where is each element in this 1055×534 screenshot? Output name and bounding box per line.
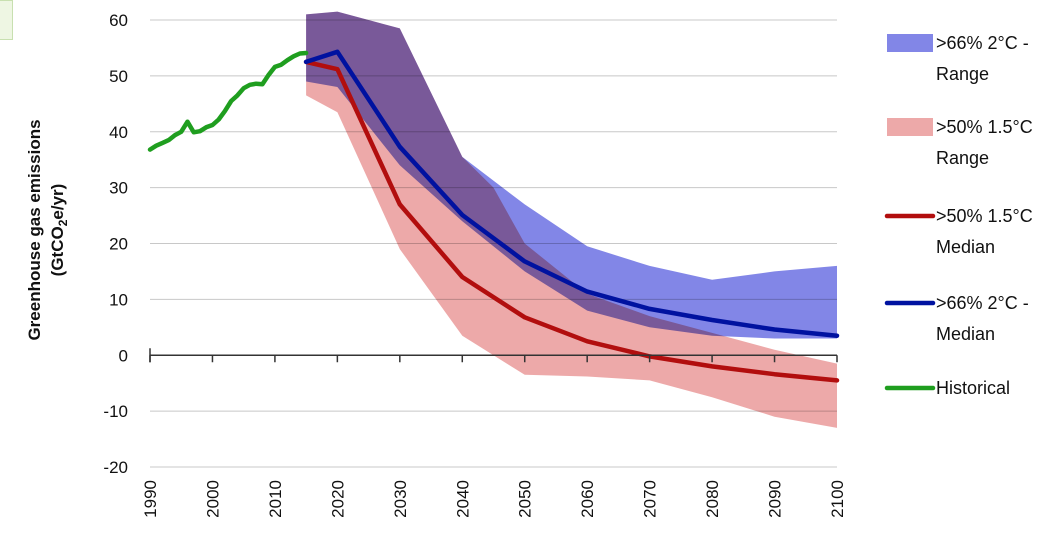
x-tick-label: 2000 (203, 480, 222, 518)
y-tick-label: 20 (109, 235, 128, 254)
legend-label-line2: Median (936, 324, 995, 344)
y-tick-label: 50 (109, 67, 128, 86)
y-tick-label: 10 (109, 290, 128, 309)
y-tick-label: 40 (109, 123, 128, 142)
x-tick-label: 2050 (516, 480, 535, 518)
legend-label-line1: >66% 2°C - (936, 293, 1029, 313)
y-tick-label: 60 (109, 11, 128, 30)
legend-label-line2: Range (936, 64, 989, 84)
y-tick-label: 30 (109, 179, 128, 198)
legend-label-line1: >50% 1.5°C (936, 117, 1033, 137)
legend-swatch-0 (887, 34, 933, 52)
x-tick-label: 2070 (641, 480, 660, 518)
legend-label-line2: Range (936, 148, 989, 168)
x-tick-label: 2060 (578, 480, 597, 518)
x-tick-labels: 1990 2000 2010 2020 2030 2040 2050 2060 2070 2080… (141, 480, 847, 518)
y-tick-labels: -20 -10 0 10 20 30 40 50 60 (103, 11, 128, 477)
y-axis-label: Greenhouse gas emissions (25, 119, 44, 340)
x-tick-label: 2100 (828, 480, 847, 518)
series-line-2 (303, 59, 840, 383)
median-lines (147, 49, 840, 383)
series-line-3 (303, 49, 840, 338)
x-tick-label: 2020 (328, 480, 347, 518)
y-axis-unit-label: (GtCO2e/yr) (48, 184, 70, 277)
x-tick-label: 2030 (391, 480, 410, 518)
legend-label-line2: Median (936, 237, 995, 257)
legend-swatch-1 (887, 118, 933, 136)
corner-panel-edge (0, 0, 13, 40)
x-tick-label: 2040 (453, 480, 472, 518)
legend-label-line1: >66% 2°C - (936, 33, 1029, 53)
band-1 (306, 11, 838, 428)
y-tick-label: -20 (103, 458, 128, 477)
x-tick-label: 2010 (266, 480, 285, 518)
legend-label-line1: Historical (936, 378, 1010, 398)
legend: >66% 2°C - Range >50% 1.5°C Range >50% 1.5°C… (884, 33, 1033, 398)
series-line-4 (147, 50, 309, 152)
legend-label-line1: >50% 1.5°C (936, 206, 1033, 226)
x-tick-label: 1990 (141, 480, 160, 518)
range-bands (306, 11, 838, 428)
axes (149, 348, 838, 363)
y-tick-label: 0 (119, 346, 128, 365)
x-tick-label: 2080 (703, 480, 722, 518)
y-tick-label: -10 (103, 402, 128, 421)
x-tick-label: 2090 (766, 480, 785, 518)
